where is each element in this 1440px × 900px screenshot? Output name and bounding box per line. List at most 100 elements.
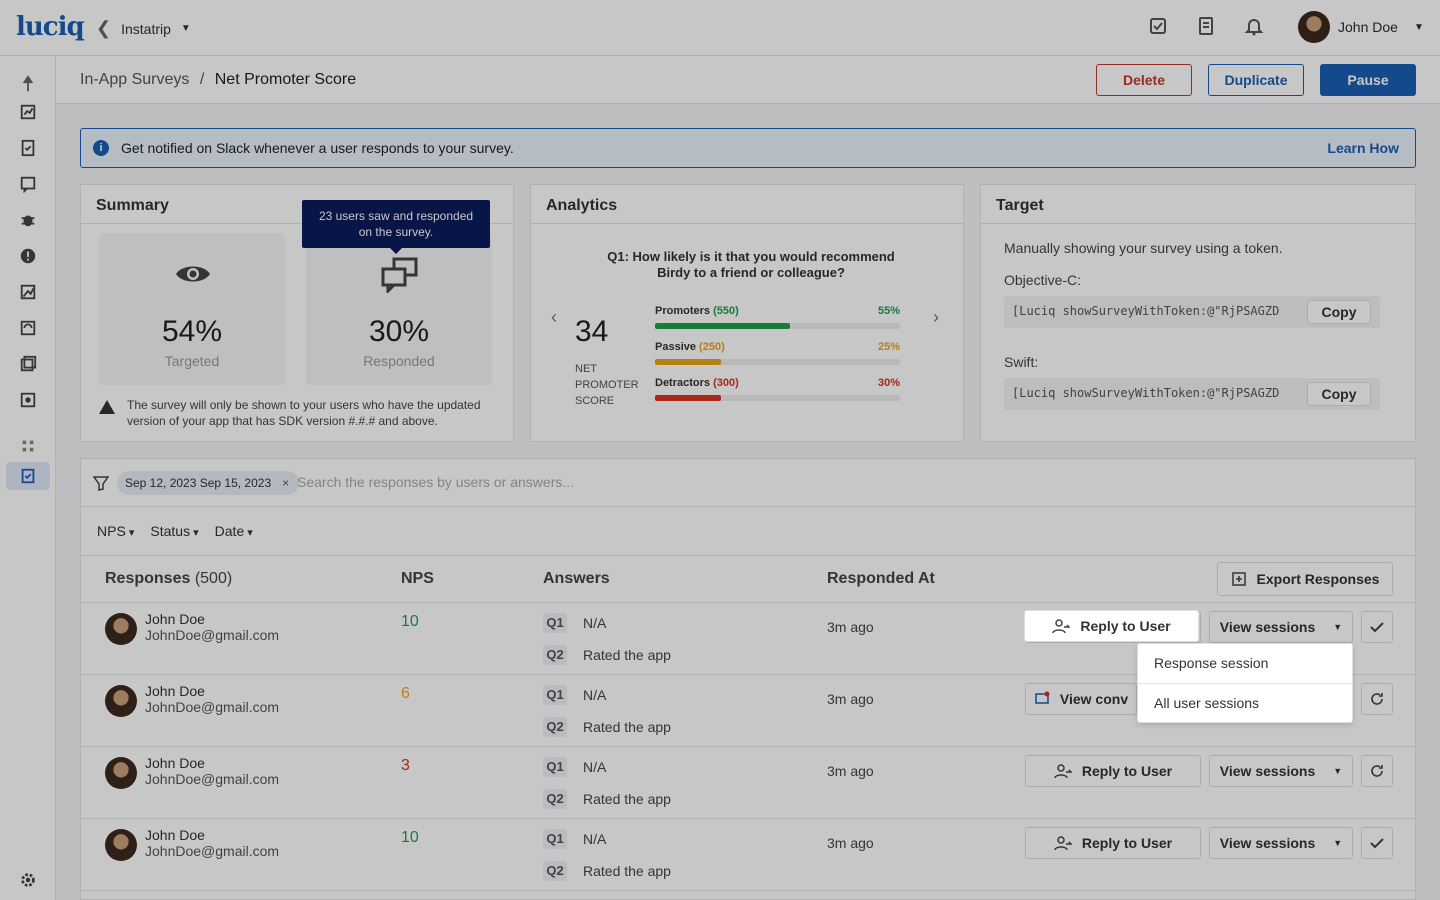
user-menu[interactable]: John Doe ▼ [1298, 11, 1424, 43]
nps-bar-passive: Passive (250) 25% [655, 341, 900, 365]
user-email: JohnDoe@gmail.com [145, 627, 280, 643]
bar-pct: 25% [877, 341, 900, 353]
view-sessions-button[interactable]: View sessions ▼ [1209, 755, 1353, 787]
nps-bar-detractors: Detractors (300) 30% [655, 377, 900, 401]
bar-track [655, 395, 900, 401]
checklist-icon[interactable] [1148, 16, 1170, 38]
close-icon[interactable]: × [282, 476, 290, 490]
reply-to-user-button-active[interactable]: Reply to User [1024, 610, 1199, 642]
feedback-icon[interactable] [16, 172, 40, 196]
document-icon[interactable] [1196, 16, 1218, 38]
chevron-down-icon: ▼ [1333, 838, 1343, 848]
chevron-down-icon: ▼ [180, 23, 191, 34]
info-icon: i [93, 140, 109, 156]
apps-grid-icon[interactable] [16, 434, 40, 458]
nps-dropdown[interactable]: NPS [97, 523, 134, 539]
user-name: John Doe [145, 611, 205, 627]
mark-done-button[interactable] [1361, 611, 1393, 643]
sdk-note: The survey will only be shown to your us… [127, 398, 481, 428]
date-filter-chip[interactable]: Sep 12, 2023 Sep 15, 2023 × [117, 471, 300, 495]
export-label: Export Responses [1256, 571, 1380, 587]
network-icon[interactable] [16, 316, 40, 340]
answer-text: Rated the app [583, 647, 671, 663]
pause-button[interactable]: Pause [1320, 64, 1416, 96]
nps-label: NET PROMOTER SCORE [575, 363, 639, 407]
refresh-button[interactable] [1361, 683, 1393, 715]
copy-swift-button[interactable]: Copy [1307, 382, 1371, 406]
check-icon [1370, 838, 1384, 849]
bar-name: Detractors [655, 377, 711, 389]
nps-value: 10 [401, 829, 419, 846]
question-tag: Q1 [543, 685, 567, 705]
user-email: JohnDoe@gmail.com [145, 843, 280, 859]
table-row: John Doe JohnDoe@gmail.com 3 Q1 N/A Q2 Rated t… [81, 747, 1415, 819]
duplicate-button[interactable]: Duplicate [1208, 64, 1304, 96]
button-label: View sessions [1219, 835, 1316, 851]
answer-text: N/A [583, 831, 607, 847]
bar-name: Promoters [655, 305, 711, 317]
table-header: Responses (500) NPS Answers Responded At [81, 555, 1415, 603]
delete-button[interactable]: Delete [1096, 64, 1192, 96]
replay-icon[interactable] [16, 388, 40, 412]
crash-icon[interactable] [16, 244, 40, 268]
copy-objc-button[interactable]: Copy [1307, 300, 1371, 324]
menu-item-response-session[interactable]: Response session [1154, 655, 1269, 671]
refresh-button[interactable] [1361, 755, 1393, 787]
mark-done-button[interactable] [1361, 827, 1393, 859]
sidebar [0, 56, 56, 900]
responded-at: 3m ago [827, 835, 874, 851]
learn-how-link[interactable]: Learn How [1327, 140, 1399, 156]
bar-fill [655, 323, 790, 329]
button-label: Reply to User [1081, 763, 1173, 779]
breadcrumb-separator: / [199, 71, 205, 88]
question-tag: Q2 [543, 861, 567, 881]
bug-icon[interactable] [16, 208, 40, 232]
filter-icon[interactable] [93, 475, 109, 491]
filter-dropdowns: NPS Status Date [97, 523, 253, 539]
user-email: JohnDoe@gmail.com [145, 771, 280, 787]
chevron-right-icon[interactable]: › [933, 307, 939, 327]
bar-track [655, 323, 900, 329]
reports-icon[interactable] [16, 136, 40, 160]
settings-gear-icon[interactable] [16, 868, 40, 892]
chevron-down-icon: ▼ [1333, 766, 1343, 776]
responded-at: 3m ago [827, 619, 874, 635]
date-dropdown[interactable]: Date [215, 523, 253, 539]
pin-icon[interactable] [16, 72, 40, 96]
apm-icon[interactable] [16, 280, 40, 304]
answer-text: N/A [583, 615, 607, 631]
question-tag: Q1 [543, 613, 567, 633]
answer-text: N/A [583, 687, 607, 703]
responded-value: 30% [368, 315, 430, 348]
nps-value: 6 [401, 685, 410, 702]
bell-icon[interactable] [1244, 16, 1266, 38]
view-conversation-button[interactable]: View conv [1025, 683, 1137, 715]
reply-to-user-button[interactable]: Reply to User [1025, 755, 1201, 787]
status-dropdown[interactable]: Status [150, 523, 198, 539]
export-responses-button[interactable]: Export Responses [1217, 562, 1393, 596]
view-sessions-button[interactable]: View sessions ▼ [1209, 611, 1353, 643]
releases-icon[interactable] [16, 352, 40, 376]
user-reply-icon [1054, 764, 1072, 779]
menu-item-all-user-sessions[interactable]: All user sessions [1154, 695, 1260, 711]
view-sessions-button[interactable]: View sessions ▼ [1209, 827, 1353, 859]
reply-to-user-button[interactable]: Reply to User [1025, 827, 1201, 859]
user-name: John Doe [145, 755, 205, 771]
logo[interactable]: luciq [16, 12, 85, 42]
swift-label: Swift: [1004, 354, 1039, 370]
dashboard-icon[interactable] [16, 100, 40, 124]
col-nps: NPS [401, 570, 434, 587]
surveys-icon[interactable] [6, 462, 50, 490]
search-input[interactable]: Search the responses by users or answers… [297, 474, 575, 490]
avatar [1298, 11, 1330, 43]
target-card: Target Manually showing your survey usin… [980, 184, 1416, 442]
question-tag: Q1 [543, 829, 567, 849]
col-answers: Answers [543, 570, 610, 587]
app-selector[interactable]: ❮ Instatrip ▼ [96, 18, 191, 39]
user-name: John Doe [145, 683, 205, 699]
question-tag: Q2 [543, 645, 567, 665]
chevron-left-icon[interactable]: ‹ [551, 307, 557, 327]
button-label: View conv [1059, 691, 1129, 707]
breadcrumb-parent[interactable]: In-App Surveys [80, 71, 190, 88]
